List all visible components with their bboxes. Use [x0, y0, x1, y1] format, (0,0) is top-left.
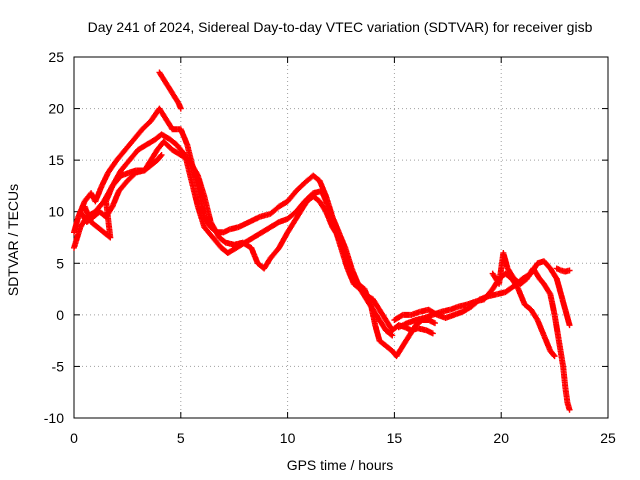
series-trace: [397, 271, 557, 359]
x-tick-label: 15: [387, 430, 403, 446]
plot-border: [73, 56, 609, 419]
y-tick-label: 10: [48, 204, 64, 220]
series-arc-b: [71, 131, 396, 339]
x-axis-label: GPS time / hours: [287, 457, 394, 473]
series-trace: [71, 106, 435, 336]
y-tick-label: 25: [48, 49, 64, 65]
x-tick-label: 20: [493, 430, 509, 446]
series-arc-d: [81, 151, 165, 241]
series-trace: [157, 70, 184, 111]
y-tick-label: 5: [56, 255, 64, 271]
axis-ticks: 0 5 10 15 20 25 -10 -5 0 5 10 15 20 25: [44, 49, 616, 446]
series-trace: [490, 251, 573, 412]
x-tick-label: 10: [280, 430, 296, 446]
series-arc-e: [156, 69, 184, 112]
series-arc-i: [553, 265, 573, 275]
x-tick-label: 0: [70, 430, 78, 446]
y-tick-label: -5: [52, 358, 65, 374]
y-tick-label: 20: [48, 101, 64, 117]
y-tick-label: -10: [44, 410, 64, 426]
x-tick-label: 5: [177, 430, 185, 446]
chart-title: Day 241 of 2024, Sidereal Day-to-day VTE…: [88, 19, 593, 35]
series-trace: [82, 153, 164, 240]
data-series: [71, 69, 573, 413]
x-tick-label: 25: [600, 430, 616, 446]
y-axis-label: SDTVAR / TECUs: [5, 184, 21, 296]
plot-frame: [73, 56, 609, 419]
grid-lines: [74, 57, 608, 418]
series-arc-a: [71, 105, 436, 337]
y-tick-label: 0: [56, 307, 64, 323]
series-trace: [71, 132, 395, 338]
series-trace: [555, 266, 572, 275]
series-trace: [78, 139, 437, 359]
series-arc-h: [489, 249, 573, 413]
series-arc-g: [395, 270, 558, 360]
y-tick-label: 15: [48, 152, 64, 168]
